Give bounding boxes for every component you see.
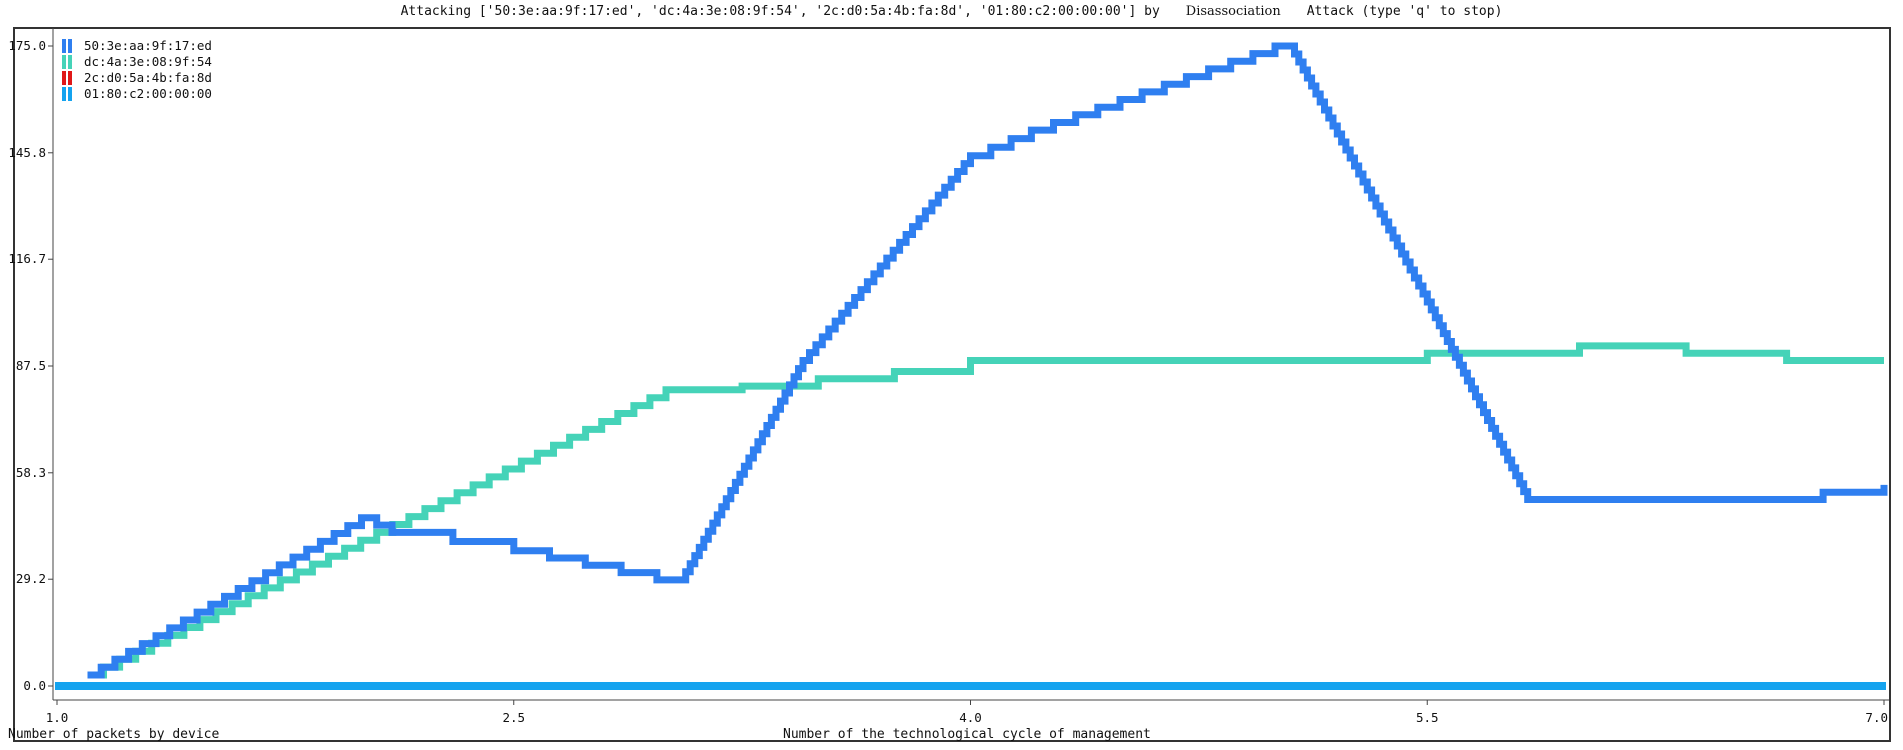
series-line — [87, 342, 1884, 679]
legend: 50:3e:aa:9f:17:ed dc:4a:3e:08:9f:54 2c:d… — [62, 38, 212, 102]
legend-swatch — [62, 87, 74, 101]
title-attack-name: Disassociation — [1185, 4, 1281, 19]
y-tick-label: 145.8 — [8, 145, 46, 160]
legend-label: 01:80:c2:00:00:00 — [84, 86, 212, 101]
x-tick-label: 7.0 — [1865, 710, 1888, 725]
title-prefix: Attacking ['50:3e:aa:9f:17:ed', 'dc:4a:3… — [400, 4, 1160, 19]
legend-swatch — [62, 39, 74, 53]
series-line — [87, 42, 1888, 679]
legend-swatch — [62, 71, 74, 85]
plot-frame — [13, 27, 1891, 742]
y-tick-label: 87.5 — [16, 358, 46, 373]
x-tick-label: 1.0 — [46, 710, 69, 725]
legend-entry: 01:80:c2:00:00:00 — [62, 86, 212, 102]
x-tick-label: 5.5 — [1416, 710, 1439, 725]
legend-entry: dc:4a:3e:08:9f:54 — [62, 54, 212, 70]
y-tick-label: 175.0 — [8, 38, 46, 53]
legend-label: dc:4a:3e:08:9f:54 — [84, 54, 212, 69]
legend-entry: 50:3e:aa:9f:17:ed — [62, 38, 212, 54]
y-tick-label: 116.7 — [8, 251, 46, 266]
legend-label: 50:3e:aa:9f:17:ed — [84, 38, 212, 53]
legend-swatch — [62, 55, 74, 69]
x-tick-label: 2.5 — [502, 710, 525, 725]
y-tick-label: 29.2 — [16, 571, 46, 586]
legend-entry: 2c:d0:5a:4b:fa:8d — [62, 70, 212, 86]
x-tick-label: 4.0 — [959, 710, 982, 725]
title-suffix: Attack (type 'q' to stop) — [1306, 4, 1503, 19]
x-axis-caption: Number of the technological cycle of man… — [783, 727, 1151, 742]
series-line — [55, 682, 1886, 690]
y-tick-label: 58.3 — [16, 465, 46, 480]
y-axis-caption: Number of packets by device — [8, 727, 220, 742]
chart-title: Attacking ['50:3e:aa:9f:17:ed', 'dc:4a:3… — [0, 4, 1903, 19]
y-tick-label: 0.0 — [23, 678, 46, 693]
legend-label: 2c:d0:5a:4b:fa:8d — [84, 70, 212, 85]
